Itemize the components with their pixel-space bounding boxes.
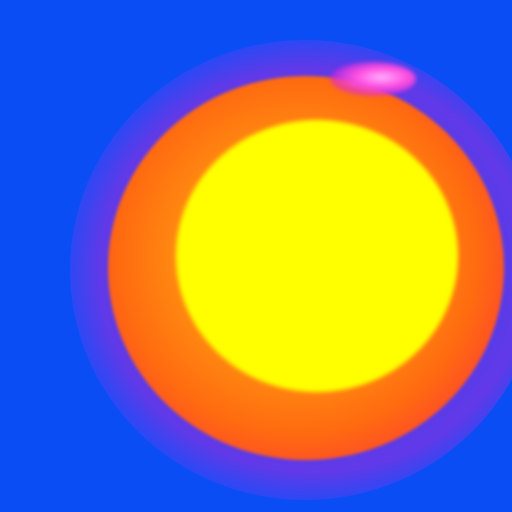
magenta-flare	[330, 62, 416, 96]
yellow-core	[176, 120, 458, 392]
